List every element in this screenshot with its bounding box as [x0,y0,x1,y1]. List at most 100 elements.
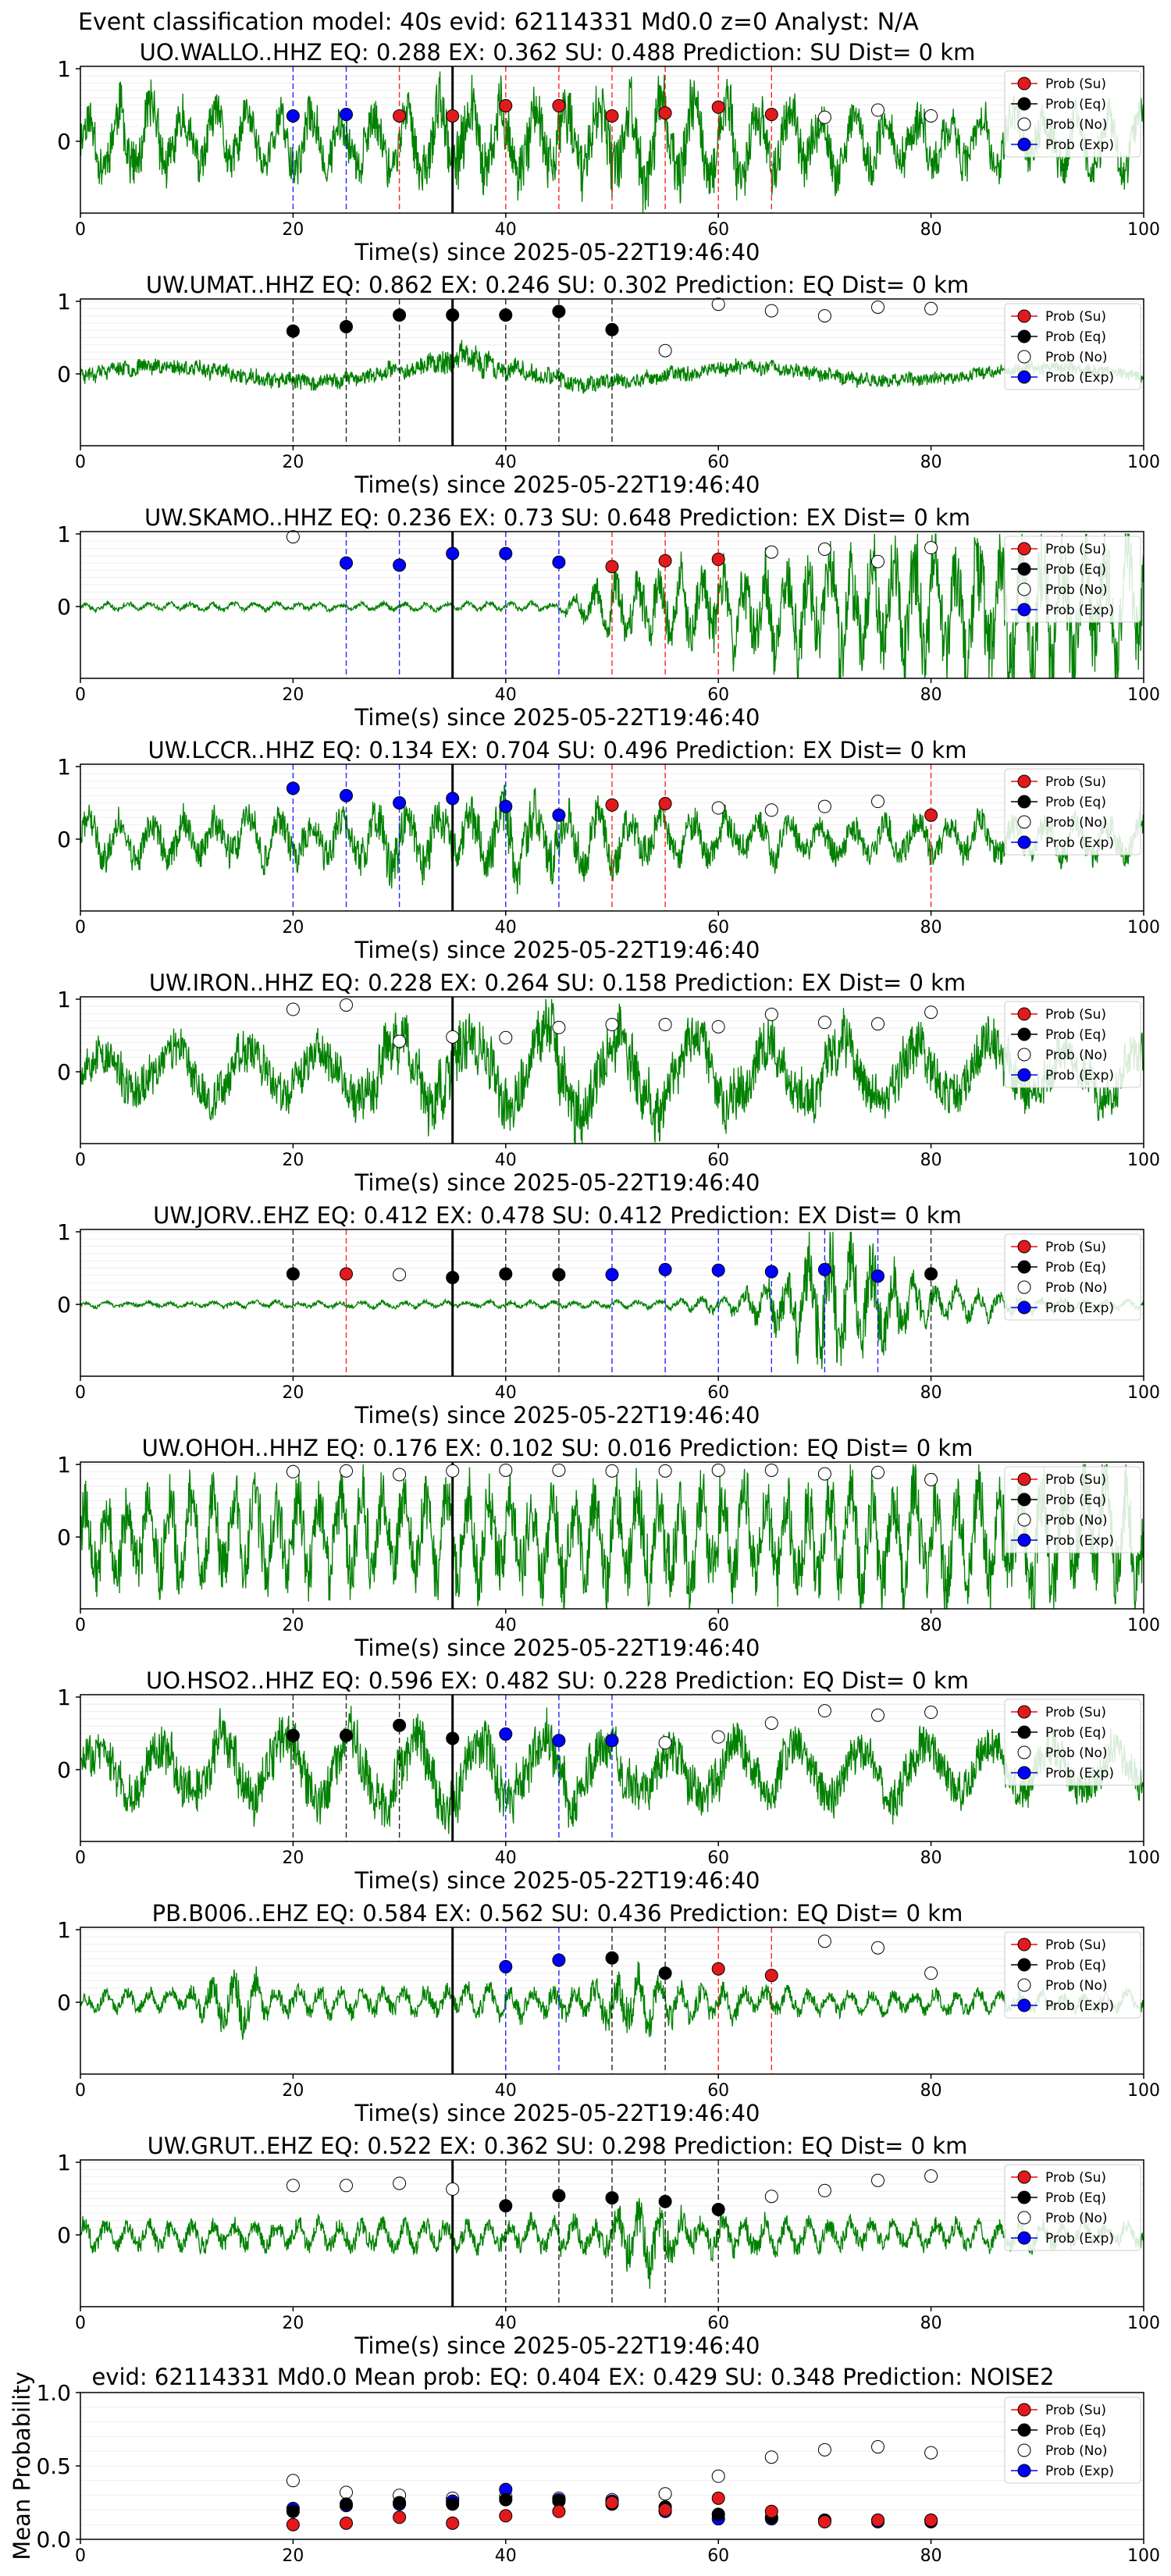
prob-point-su [552,98,566,112]
legend-marker-no [1017,1048,1031,1062]
legend-label: Prob (No) [1045,1280,1108,1296]
y-tick-label: 1.0 [36,2380,71,2406]
y-axis-label: Mean Probability [9,2371,35,2560]
y-tick-label: 1 [57,289,71,315]
prob-point-eq [552,2189,566,2203]
legend-marker-no [1017,2443,1031,2457]
prob-point-no [924,2169,938,2183]
prob-point-exp [286,781,300,795]
legend-marker-eq [1017,795,1031,809]
mean-prob-point-su [764,2504,778,2518]
x-tick-label: 0 [75,918,86,938]
prob-point-no [711,1463,725,1477]
legend-box [1004,768,1141,856]
axes-frame [80,2159,1144,2307]
prob-point-no [924,109,938,123]
prob-point-no [499,1463,513,1477]
prob-point-exp [552,808,566,822]
mean-prob-point-su [924,2514,938,2528]
prob-point-no [393,1468,407,1482]
prob-point-eq [605,322,619,336]
x-axis-label: Time(s) since 2025-05-22T19:46:40 [354,239,760,265]
legend-marker-su [1017,1472,1031,1486]
legend-label: Prob (Eq) [1045,1958,1106,1973]
prob-point-no [605,1464,619,1478]
legend-marker-su [1017,76,1031,91]
legend-marker-exp [1017,835,1031,849]
x-tick-label: 60 [707,1616,729,1635]
legend-marker-no [1017,1745,1031,1759]
legend-label: Prob (No) [1045,350,1108,365]
legend-marker-su [1017,1007,1031,1021]
y-tick-label: 0 [57,1525,71,1550]
prob-point-su [393,109,407,123]
prob-point-eq [446,1271,460,1285]
prob-point-exp [499,799,513,813]
legend-box [1004,1466,1141,1553]
axes-frame [80,1229,1144,1377]
x-tick-label: 0 [75,2546,86,2566]
axes-frame [80,1461,1144,1610]
legend-box [1004,1931,1141,2019]
prob-point-exp [499,1959,513,1973]
prob-point-no [924,1966,938,1980]
y-tick-label: 1 [57,1452,71,1478]
prob-point-eq [286,324,300,338]
prob-point-no [658,1018,672,1032]
x-tick-label: 20 [282,918,304,938]
axes-frame [80,298,1144,447]
x-tick-label: 100 [1127,453,1160,472]
y-tick-label: 0 [57,1292,71,1318]
legend-label: Prob (Exp) [1045,2464,1114,2479]
axes-frame [80,996,1144,1144]
legend-box [1004,1699,1141,1786]
x-axis-label: Time(s) since 2025-05-22T19:46:40 [354,1169,760,1196]
prob-point-no [871,795,884,809]
prob-point-no [764,1463,778,1477]
prob-point-su [340,1267,353,1281]
prob-point-eq [499,2199,513,2213]
legend-label: Prob (Eq) [1045,329,1106,345]
prob-point-exp [393,796,407,809]
legend-marker-eq [1017,562,1031,576]
y-tick-label: 0 [57,1059,71,1085]
prob-point-no [871,103,884,117]
mean-prob-point-no [658,2487,672,2501]
legend-marker-su [1017,2403,1031,2417]
prob-point-su [658,553,672,568]
legend-label: Prob (Su) [1045,2170,1106,2186]
legend-label: Prob (Eq) [1045,795,1106,810]
legend-label: Prob (Eq) [1045,562,1106,578]
mean-prob-point-su [393,2510,407,2524]
prob-point-no [817,1934,831,1948]
y-tick-label: 1 [57,1685,71,1710]
mean-prob-point-su [871,2514,884,2528]
prob-point-no [871,2173,884,2187]
legend-box [1004,2164,1141,2251]
panel-title: UW.SKAMO..HHZ EQ: 0.236 EX: 0.73 SU: 0.6… [144,504,970,531]
y-tick-label: 0.0 [36,2527,71,2553]
prob-point-no [286,2179,300,2193]
mean-prob-point-no [817,2443,831,2457]
x-tick-label: 60 [707,2314,729,2333]
x-axis-label: Time(s) since 2025-05-22T19:46:40 [354,1867,760,1894]
prob-point-eq [605,2191,619,2205]
axes-frame [80,1694,1144,1842]
panel-title: UO.WALLO..HHZ EQ: 0.288 EX: 0.362 SU: 0.… [140,39,976,66]
legend-label: Prob (Exp) [1045,1068,1114,1083]
prob-point-exp [393,558,407,572]
x-tick-label: 0 [75,1848,86,1868]
prob-point-no [764,545,778,559]
prob-point-eq [393,308,407,322]
x-tick-label: 20 [282,1383,304,1403]
panel-4: UW.LCCR..HHZ EQ: 0.134 EX: 0.704 SU: 0.4… [57,737,1160,963]
panel-title: UW.UMAT..HHZ EQ: 0.862 EX: 0.246 SU: 0.3… [146,272,969,298]
prob-point-no [764,1008,778,1022]
prob-point-no [552,1020,566,1034]
prob-point-exp [552,555,566,569]
prob-point-eq [446,308,460,322]
prob-point-no [711,1730,725,1744]
legend-marker-no [1017,117,1031,131]
legend-marker-exp [1017,603,1031,617]
mean-prob-point-no [286,2474,300,2488]
